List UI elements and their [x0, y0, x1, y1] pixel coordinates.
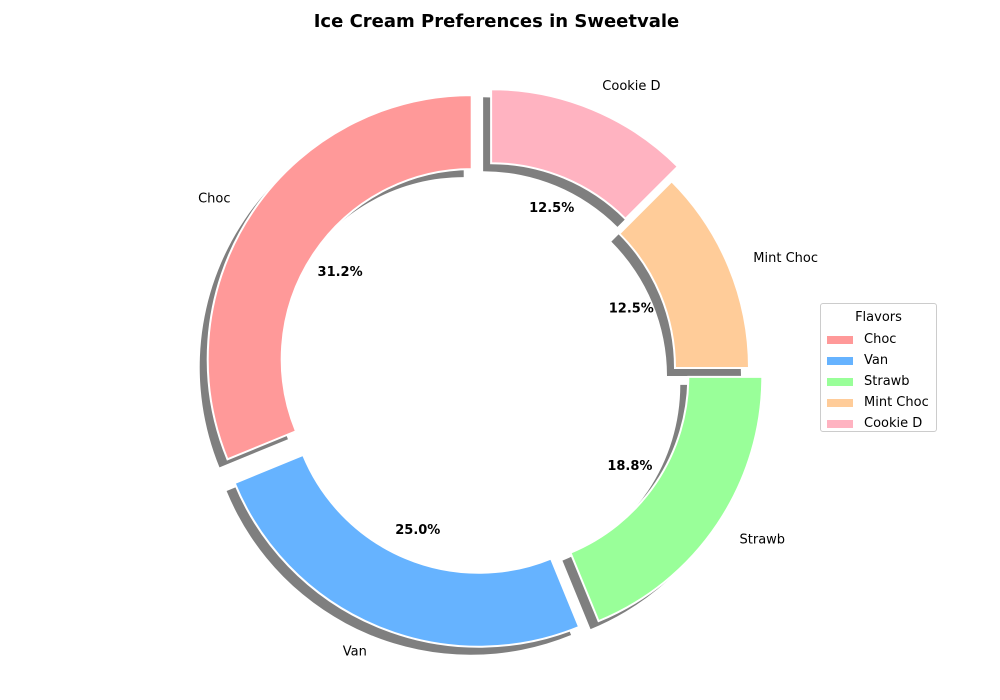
slice-van	[233, 453, 581, 648]
chart-title: Ice Cream Preferences in Sweetvale	[313, 11, 680, 32]
legend-label: Strawb	[864, 374, 910, 389]
legend-item-strawb: Strawb	[821, 371, 936, 392]
legend-label: Van	[864, 353, 889, 368]
legend-swatch	[827, 377, 853, 386]
slice-label-cookie-d: Cookie D	[602, 79, 660, 94]
slice-choc	[206, 94, 473, 461]
legend-label: Mint Choc	[864, 395, 929, 410]
legend-label: Cookie D	[864, 416, 923, 431]
slice-label-choc: Choc	[198, 191, 230, 206]
slice-layer	[206, 88, 764, 648]
legend-item-van: Van	[821, 350, 936, 371]
legend-rows: Choc Van Strawb Mint Choc Cookie D	[821, 329, 936, 434]
legend-title: Flavors	[855, 310, 902, 325]
slice-mint-choc	[617, 179, 751, 369]
legend-item-mint-choc: Mint Choc	[821, 392, 936, 413]
legend-swatch	[827, 398, 853, 407]
legend-swatch	[827, 335, 853, 344]
legend: Flavors Choc Van Strawb Mint Choc Cookie D	[820, 303, 937, 432]
label-layer: Choc 31.2% Van 25.0% Strawb 18.8% Mint Choc 12.…	[198, 79, 818, 660]
legend-item-cookie-d: Cookie D	[821, 413, 936, 434]
slice-strawb	[569, 375, 764, 623]
legend-swatch	[827, 419, 853, 428]
legend-label: Choc	[864, 332, 897, 347]
percent-label-strawb: 18.8%	[607, 459, 652, 474]
slice-label-strawb: Strawb	[740, 533, 786, 548]
legend-swatch	[827, 356, 853, 365]
percent-label-choc: 31.2%	[318, 265, 363, 280]
slice-label-mint-choc: Mint Choc	[753, 251, 818, 266]
legend-item-choc: Choc	[821, 329, 936, 350]
percent-label-van: 25.0%	[395, 523, 440, 538]
percent-label-cookie-d: 12.5%	[529, 201, 574, 216]
slice-cookie-d	[490, 88, 680, 221]
slice-label-van: Van	[343, 645, 367, 660]
percent-label-mint-choc: 12.5%	[609, 301, 654, 316]
